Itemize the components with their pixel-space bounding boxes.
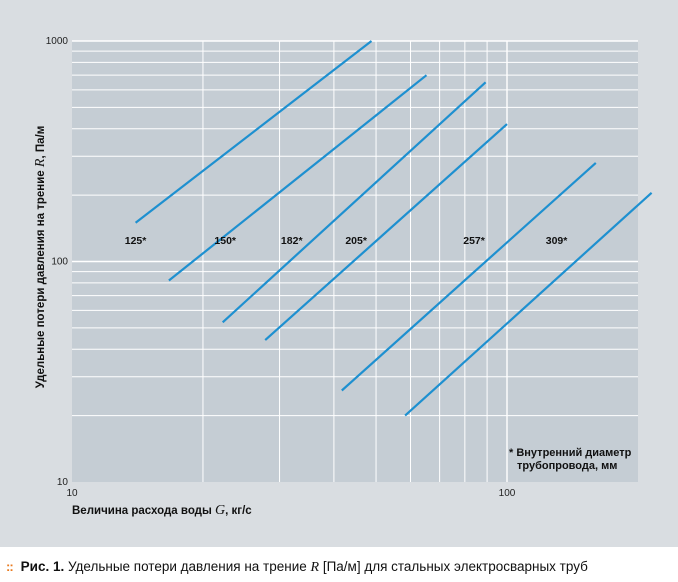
series-label-6: 309* — [546, 235, 569, 247]
x-axis-label: Величина расхода воды G, кг/с — [72, 503, 252, 519]
y-tick-label: 100 — [51, 257, 68, 268]
series-label-3: 182* — [281, 235, 304, 247]
series-label-4: 205* — [345, 235, 368, 247]
y-tick-label: 1000 — [46, 36, 69, 47]
series-line-6 — [404, 191, 653, 417]
y-tick-label: 10 — [57, 477, 69, 488]
caption-text-start: Удельные потери давления на трение — [64, 559, 311, 574]
series-line-5 — [341, 162, 597, 392]
y-axis-label-text: Удельные потери давления на трение — [35, 170, 47, 389]
figure-caption: :: Рис. 1. Удельные потери давления на тр… — [6, 559, 588, 576]
x-tick-label: 100 — [499, 488, 516, 499]
series-line-1 — [134, 40, 373, 224]
series-label-5: 257* — [463, 235, 486, 247]
y-axis-label: Удельные потери давления на трение R, Па… — [33, 126, 49, 388]
caption-bullet-icon: :: — [6, 559, 14, 574]
caption-symbol: R — [310, 560, 320, 575]
note-line-1: * Внутренний диаметр — [509, 447, 632, 459]
caption-label: Рис. 1. — [20, 559, 65, 574]
series-line-4 — [264, 123, 508, 341]
series-label-2: 150* — [214, 235, 237, 247]
x-axis-label-text: Величина расхода воды — [72, 505, 212, 517]
caption-text-end: [Па/м] для стальных электросварных труб — [319, 559, 588, 574]
x-axis-label-unit: , кг/с — [225, 505, 252, 517]
series-line-2 — [168, 74, 428, 282]
x-tick-label: 10 — [66, 488, 78, 499]
y-axis-label-unit: , Па/м — [35, 125, 47, 159]
x-axis-label-symbol: G — [215, 503, 226, 518]
diameter-note: * Внутренний диаметр трубопровода, мм — [509, 447, 631, 473]
series-label-1: 125* — [125, 235, 148, 247]
series-line-3 — [221, 81, 487, 324]
note-line-2: трубопровода, мм — [517, 460, 618, 472]
y-axis-label-symbol: R — [33, 158, 48, 168]
chart: 10 100 1000 10 100 125* 150* 182* 205* 257* 309* — [46, 36, 653, 499]
